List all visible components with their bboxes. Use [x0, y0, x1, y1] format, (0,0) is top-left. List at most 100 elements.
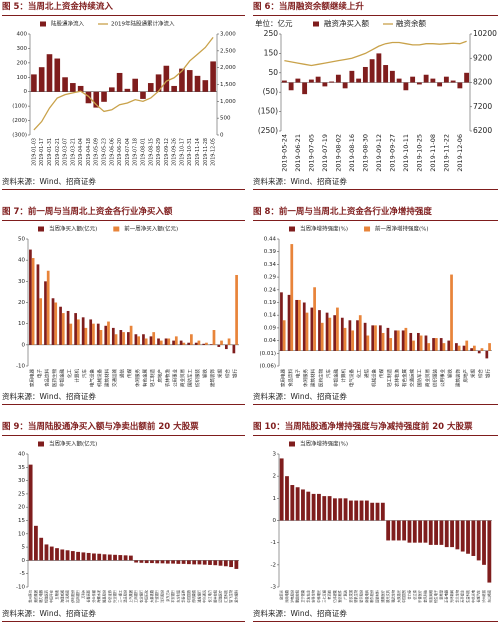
x-tick-label: 银行 [232, 369, 239, 378]
x-tick-label: 2019-12-06 [456, 134, 464, 172]
bar [127, 332, 130, 345]
x-tick-label: 长江电力 [207, 590, 212, 603]
figure-title: 图 7：前一周与当周北上资金各行业净买入额 [2, 205, 245, 221]
y-tick-label: 50 [18, 237, 25, 243]
bar [85, 91, 92, 104]
x-tick-label: 晨光文具 [385, 589, 390, 603]
x-tick-label: 休闲服务 [134, 369, 141, 387]
x-tick-label: 正泰电器 [444, 589, 449, 603]
x-tick-label: 三七互娱 [321, 589, 326, 603]
bar [376, 53, 382, 83]
y-tick-label: 0.44 [264, 237, 277, 243]
bar [295, 487, 300, 521]
panel: 图 10：当周陆股通净增持强度与净减持强度前 20 大股票 3 2 1 0 -1 -2 -3… [253, 420, 498, 623]
x-tick-label: 医药生物 [317, 369, 324, 387]
y2-tick-label: 6200 [473, 126, 492, 135]
x-tick-label: 国防军工 [416, 369, 423, 387]
bar [444, 520, 449, 548]
bar [212, 330, 216, 345]
bar [423, 74, 429, 83]
x-tick-label: 2019-08-02 [334, 134, 342, 172]
bar [134, 334, 138, 345]
bar [101, 91, 107, 102]
bar [302, 302, 306, 351]
x-tick-label: 2019-03-21 [70, 138, 76, 166]
bar [333, 315, 337, 351]
x-tick-label: 2019-05-23 [102, 138, 108, 166]
bar [310, 307, 314, 351]
x-tick-label: 招商银行 [75, 589, 80, 603]
bar [34, 525, 38, 561]
bar [152, 332, 156, 345]
bar [38, 67, 45, 92]
bar [354, 500, 359, 521]
bar [480, 348, 484, 351]
x-tick-label: 化工 [355, 369, 362, 378]
bar [335, 74, 341, 83]
bar [190, 334, 193, 345]
bar [295, 299, 299, 351]
x-tick-label: 非银金融 [58, 369, 65, 387]
bar [455, 520, 460, 550]
y-tick-label: 10 [18, 531, 25, 537]
y-tick-label: 250 [264, 29, 279, 38]
legend-label: 当周净增持强度(%) [300, 440, 348, 448]
bar [288, 82, 294, 91]
x-tick-label: 上汽集团 [128, 590, 133, 603]
x-tick-label: 2019-02-21 [55, 138, 61, 166]
legend-label: 陆股通净流入 [51, 20, 85, 28]
legend-label: 当周净买入额(亿元) [49, 440, 97, 448]
y-tick-label: 0.34 [264, 262, 277, 268]
x-tick-label: 鹏鼎控股 [295, 589, 300, 603]
bar [74, 313, 77, 345]
y-tick-label: 150 [264, 48, 279, 57]
bar [378, 325, 382, 351]
bar [428, 520, 433, 545]
y-tick-label: -10 [16, 364, 25, 370]
x-tick-label: 农林牧渔 [393, 369, 400, 387]
x-tick-label: 2019-11-28 [203, 138, 209, 166]
bar [116, 72, 123, 92]
x-tick-label: 圣农发展 [348, 589, 353, 603]
y-tick-label: (150) [258, 107, 278, 116]
x-tick-label: 电子 [295, 369, 302, 378]
x-tick-label: 泸州老窖 [481, 590, 486, 603]
x-tick-label: 综合 [224, 369, 231, 378]
bar [412, 340, 415, 351]
bar [160, 560, 165, 564]
bar [155, 74, 162, 92]
bar [140, 91, 146, 99]
x-tick-label: 2019-08-15 [148, 138, 154, 166]
y-tick-label: -3 [271, 585, 277, 591]
legend-label: 融资余额 [396, 18, 426, 28]
x-tick-label: 医药生物 [51, 369, 58, 387]
bar [186, 560, 191, 565]
bar [223, 560, 228, 567]
bar [157, 338, 160, 345]
x-tick-label: 平安银行 [170, 589, 175, 603]
x-tick-label: 天齐锂业 [460, 590, 465, 603]
x-tick-label: 顺丰控股 [212, 589, 217, 603]
bar [464, 72, 470, 83]
x-tick-label: 2019-01-03 [31, 138, 37, 166]
bar [77, 85, 84, 92]
y-tick-label: 20 [18, 505, 25, 511]
bar [416, 332, 420, 351]
bar [137, 336, 140, 345]
bar [235, 274, 238, 345]
bar [59, 306, 62, 345]
bar [477, 350, 481, 354]
bar [46, 54, 53, 92]
bar [380, 502, 385, 521]
bar [402, 520, 407, 541]
x-tick-label: 轻工制造 [386, 369, 393, 387]
x-tick-label: 工商银行 [133, 589, 138, 603]
bar [358, 315, 362, 351]
x-tick-label: 建筑材料 [104, 369, 111, 387]
legend-label: 前一周净买入额(亿元) [124, 225, 178, 233]
y-tick-label: 300 [17, 46, 28, 52]
y-tick-label: 0.29 [264, 275, 277, 281]
bar [197, 340, 201, 345]
x-tick-label: 广联达 [343, 589, 348, 599]
